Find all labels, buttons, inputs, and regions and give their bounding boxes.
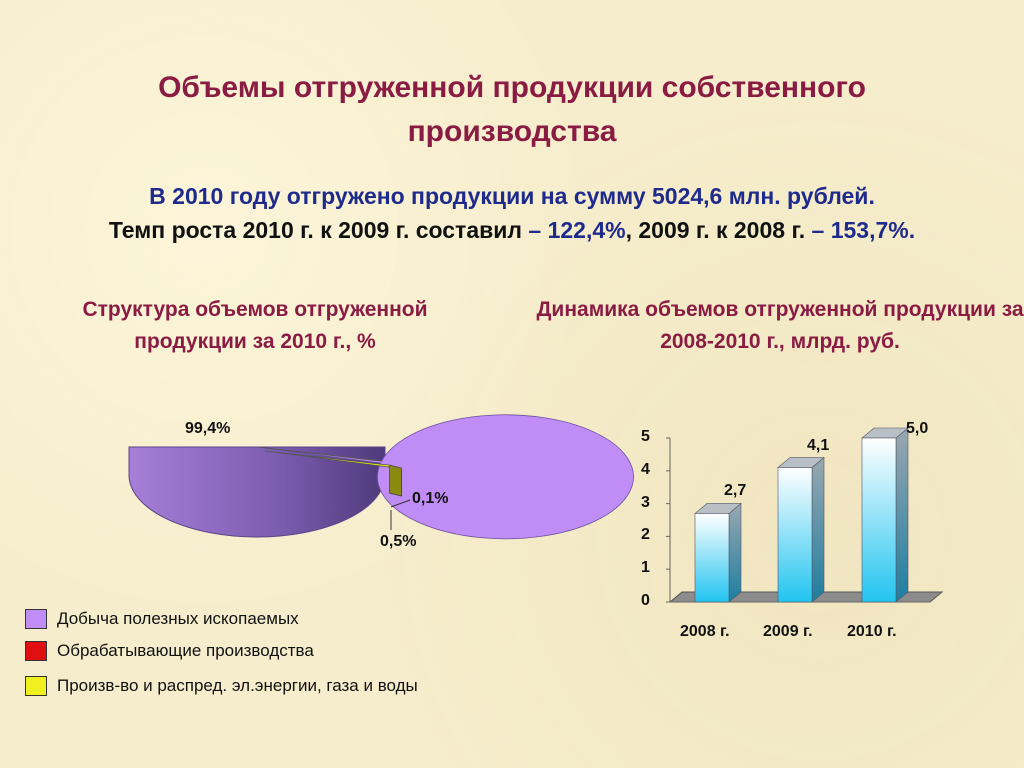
pie-side (128, 446, 386, 538)
bar-chart-title: Динамика объемов отгруженной продукции з… (536, 298, 1024, 353)
bar-chart (666, 427, 944, 603)
legend-item-energy: Произв-во и распред. эл.энергии, газа и … (25, 673, 445, 699)
bar-side-2 (895, 427, 909, 603)
legend-label: Добыча полезных ископаемых (57, 609, 299, 628)
bar-side-0 (728, 502, 742, 603)
y-tick-label: 4 (641, 460, 650, 478)
x-tick-label: 2009 г. (763, 623, 813, 640)
summary-line-2: Темп роста 2010 г. к 2009 г. составил – … (0, 217, 1024, 244)
growth-value-2010: – 122,4% (528, 217, 626, 243)
y-tick-label: 3 (641, 493, 650, 511)
y-tick-label: 2 (641, 526, 650, 544)
pie-chart (128, 414, 634, 540)
legend-swatch (25, 676, 47, 696)
pie-label-manufacturing: 0,1% (412, 490, 449, 507)
legend-item-manufacturing: Обрабатывающие производства (25, 641, 314, 661)
summary-line-1: В 2010 году отгружено продукции на сумму… (149, 183, 875, 209)
bar-2 (861, 437, 897, 603)
bar-side-1 (811, 456, 825, 603)
growth-value-2009: – 153,7%. (811, 217, 916, 243)
bar-value-label: 4,1 (807, 436, 830, 454)
legend-swatch (25, 609, 47, 629)
leader-line (390, 499, 411, 508)
pie-slice-2 (264, 450, 391, 468)
pie-slice-0 (256, 414, 634, 540)
bar-0 (694, 513, 730, 603)
pie-label-energy: 0,5% (380, 533, 417, 550)
bar-1 (777, 467, 813, 603)
growth-text-c: , 2009 г. к 2008 г. (625, 217, 812, 243)
bar-value-label: 2,7 (724, 482, 747, 500)
y-tick-label: 5 (641, 428, 650, 445)
x-tick-label: 2010 г. (847, 623, 897, 640)
x-tick-label: 2008 г. (680, 623, 730, 640)
pie-slice-side-energy (389, 464, 403, 497)
legend-label: Обрабатывающие производства (57, 641, 314, 660)
legend-swatch (25, 641, 47, 661)
y-tick-label: 1 (641, 559, 650, 577)
pie-slice-1 (256, 446, 383, 462)
growth-text-a: Темп роста 2010 г. к 2009 г. составил (108, 217, 529, 243)
legend-item-mining: Добыча полезных ископаемых (25, 609, 299, 629)
pie-label-mining: 99,4% (185, 420, 231, 437)
pie-chart-title: Структура объемов отгруженной продукции … (82, 298, 428, 353)
y-tick-label: 0 (641, 592, 650, 609)
slide-title: Объемы отгруженной продукции собственног… (158, 71, 866, 148)
bar-value-label: 5,0 (906, 420, 929, 437)
legend-label: Произв-во и распред. эл.энергии, газа и … (57, 676, 418, 695)
